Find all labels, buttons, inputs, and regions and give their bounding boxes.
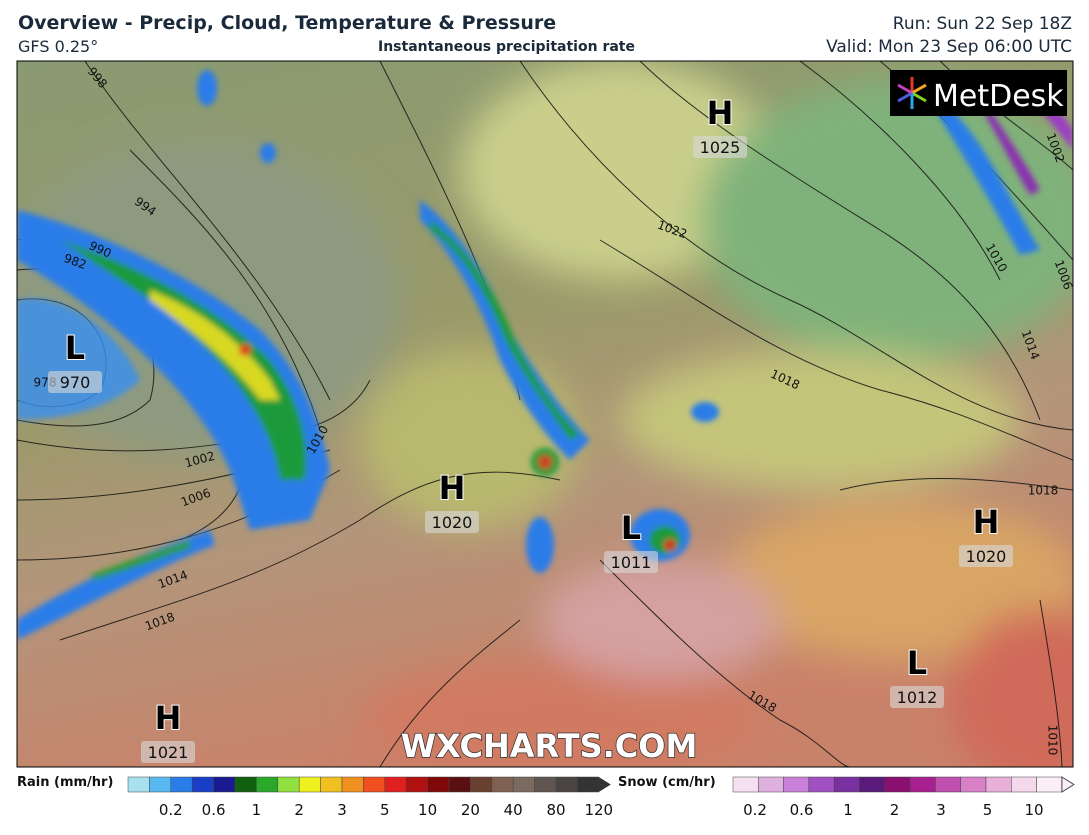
logo-text: MetDesk <box>933 79 1064 114</box>
snow-color-cell <box>783 776 810 793</box>
rain-color-cell <box>320 776 343 793</box>
snow-legend-label: 0.6 <box>790 801 814 819</box>
pressure-symbol: L <box>907 644 927 682</box>
rain-color-cell <box>341 776 364 793</box>
rain-legend-label: 0.6 <box>202 801 226 819</box>
rain-color-cell <box>405 776 428 793</box>
snow-color-cell <box>758 776 784 793</box>
rain-bar-arrow <box>598 777 611 792</box>
logo-icon <box>897 77 927 109</box>
title: Overview - Precip, Cloud, Temperature & … <box>18 12 557 34</box>
rain-color-cell <box>491 776 514 793</box>
pressure-value-box <box>48 371 102 393</box>
rain-color-cell <box>256 776 279 793</box>
rain-color-cell <box>470 776 493 793</box>
rain-color-cell <box>448 776 471 793</box>
snow-color-cell <box>909 776 936 793</box>
pressure-value: 1021 <box>148 743 189 762</box>
rain-legend-label: 0.2 <box>159 801 183 819</box>
pressure-value-box <box>425 511 479 533</box>
snow-legend-label: 3 <box>936 801 946 819</box>
snow-color-cell <box>985 776 1012 793</box>
rain-color-cell <box>149 776 172 793</box>
rain-color-cell <box>298 776 321 793</box>
rain-legend-label: 20 <box>461 801 480 819</box>
rain-legend-label: 3 <box>337 801 347 819</box>
pressure-value: 970 <box>60 373 91 392</box>
rain-color-cell <box>384 776 407 793</box>
snow-color-cell <box>960 776 987 793</box>
pressure-value: 1012 <box>897 688 938 707</box>
rain-color-cell <box>363 776 386 793</box>
pressure-symbol: L <box>65 329 85 367</box>
pressure-value-box <box>959 545 1013 567</box>
snow-color-cell <box>1036 776 1063 793</box>
rain-color-cell <box>170 776 193 793</box>
snow-color-cell <box>935 776 961 793</box>
rain-color-cell <box>534 776 557 793</box>
rain-color-cell <box>234 776 257 793</box>
pressure-value: 1025 <box>700 138 741 157</box>
snow-legend-label: 0.2 <box>743 801 767 819</box>
precipitation <box>17 70 1073 640</box>
rain-legend-label: 5 <box>380 801 390 819</box>
snow-legend-label: 1 <box>843 801 853 819</box>
snow-color-cell <box>732 776 759 793</box>
snow-colorbar: 0.2 0.6 1 2 3 5 10 <box>732 776 1075 819</box>
snow-color-cell <box>808 776 835 793</box>
pressure-symbol: H <box>439 469 466 507</box>
snow-legend-label: 10 <box>1024 801 1043 819</box>
snow-legend-label: 2 <box>890 801 900 819</box>
isobar-label: 1010 <box>1046 725 1060 756</box>
rain-colorbar: 0.2 0.6 1 2 3 5 10 20 40 80 120 <box>127 776 613 819</box>
rain-legend-label: 120 <box>584 801 613 819</box>
pressure-symbol: L <box>621 509 641 547</box>
snow-legend-label: 5 <box>983 801 993 819</box>
isobar-label: 1018 <box>1028 484 1059 498</box>
snow-legend-title: Snow (cm/hr) <box>618 775 716 790</box>
rain-legend-label: 80 <box>546 801 565 819</box>
pressure-value-box <box>693 136 747 158</box>
snow-color-cell <box>833 776 860 793</box>
rain-legend-label: 40 <box>504 801 523 819</box>
rain-color-cell <box>127 776 150 793</box>
rain-color-cell <box>427 776 450 793</box>
logo-box <box>890 70 1067 116</box>
map-layers <box>17 61 1073 767</box>
pressure-symbol: H <box>155 699 182 737</box>
run-time: Run: Sun 22 Sep 18Z <box>892 14 1072 34</box>
rain-color-cell <box>555 776 578 793</box>
snow-color-cell <box>884 776 911 793</box>
rain-legend-title: Rain (mm/hr) <box>17 775 113 790</box>
snow-bar-arrow <box>1061 776 1075 793</box>
pressure-value: 1020 <box>432 513 473 532</box>
product: Instantaneous precipitation rate <box>378 39 635 55</box>
rain-color-cell <box>577 776 600 793</box>
pressure-value-box <box>604 551 658 573</box>
pressure-symbol: H <box>707 94 734 132</box>
model: GFS 0.25° <box>18 37 99 56</box>
pressure-value: 1020 <box>966 547 1007 566</box>
snow-color-cell <box>859 776 886 793</box>
pressure-value: 1011 <box>611 553 652 572</box>
snow-color-cell <box>1011 776 1037 793</box>
pressure-value-box <box>141 741 195 763</box>
rain-color-cell <box>213 776 236 793</box>
rain-color-cell <box>191 776 214 793</box>
rain-color-cell <box>277 776 300 793</box>
pressure-symbol: H <box>973 503 1000 541</box>
pressure-value-box <box>890 686 944 708</box>
rain-legend-label: 2 <box>294 801 304 819</box>
rain-color-cell <box>512 776 535 793</box>
rain-legend-label: 10 <box>418 801 437 819</box>
valid-time: Valid: Mon 23 Sep 06:00 UTC <box>826 37 1072 57</box>
map-frame <box>16 60 1074 768</box>
watermark: WXCHARTS.COM <box>401 727 698 765</box>
rain-legend-label: 1 <box>252 801 262 819</box>
